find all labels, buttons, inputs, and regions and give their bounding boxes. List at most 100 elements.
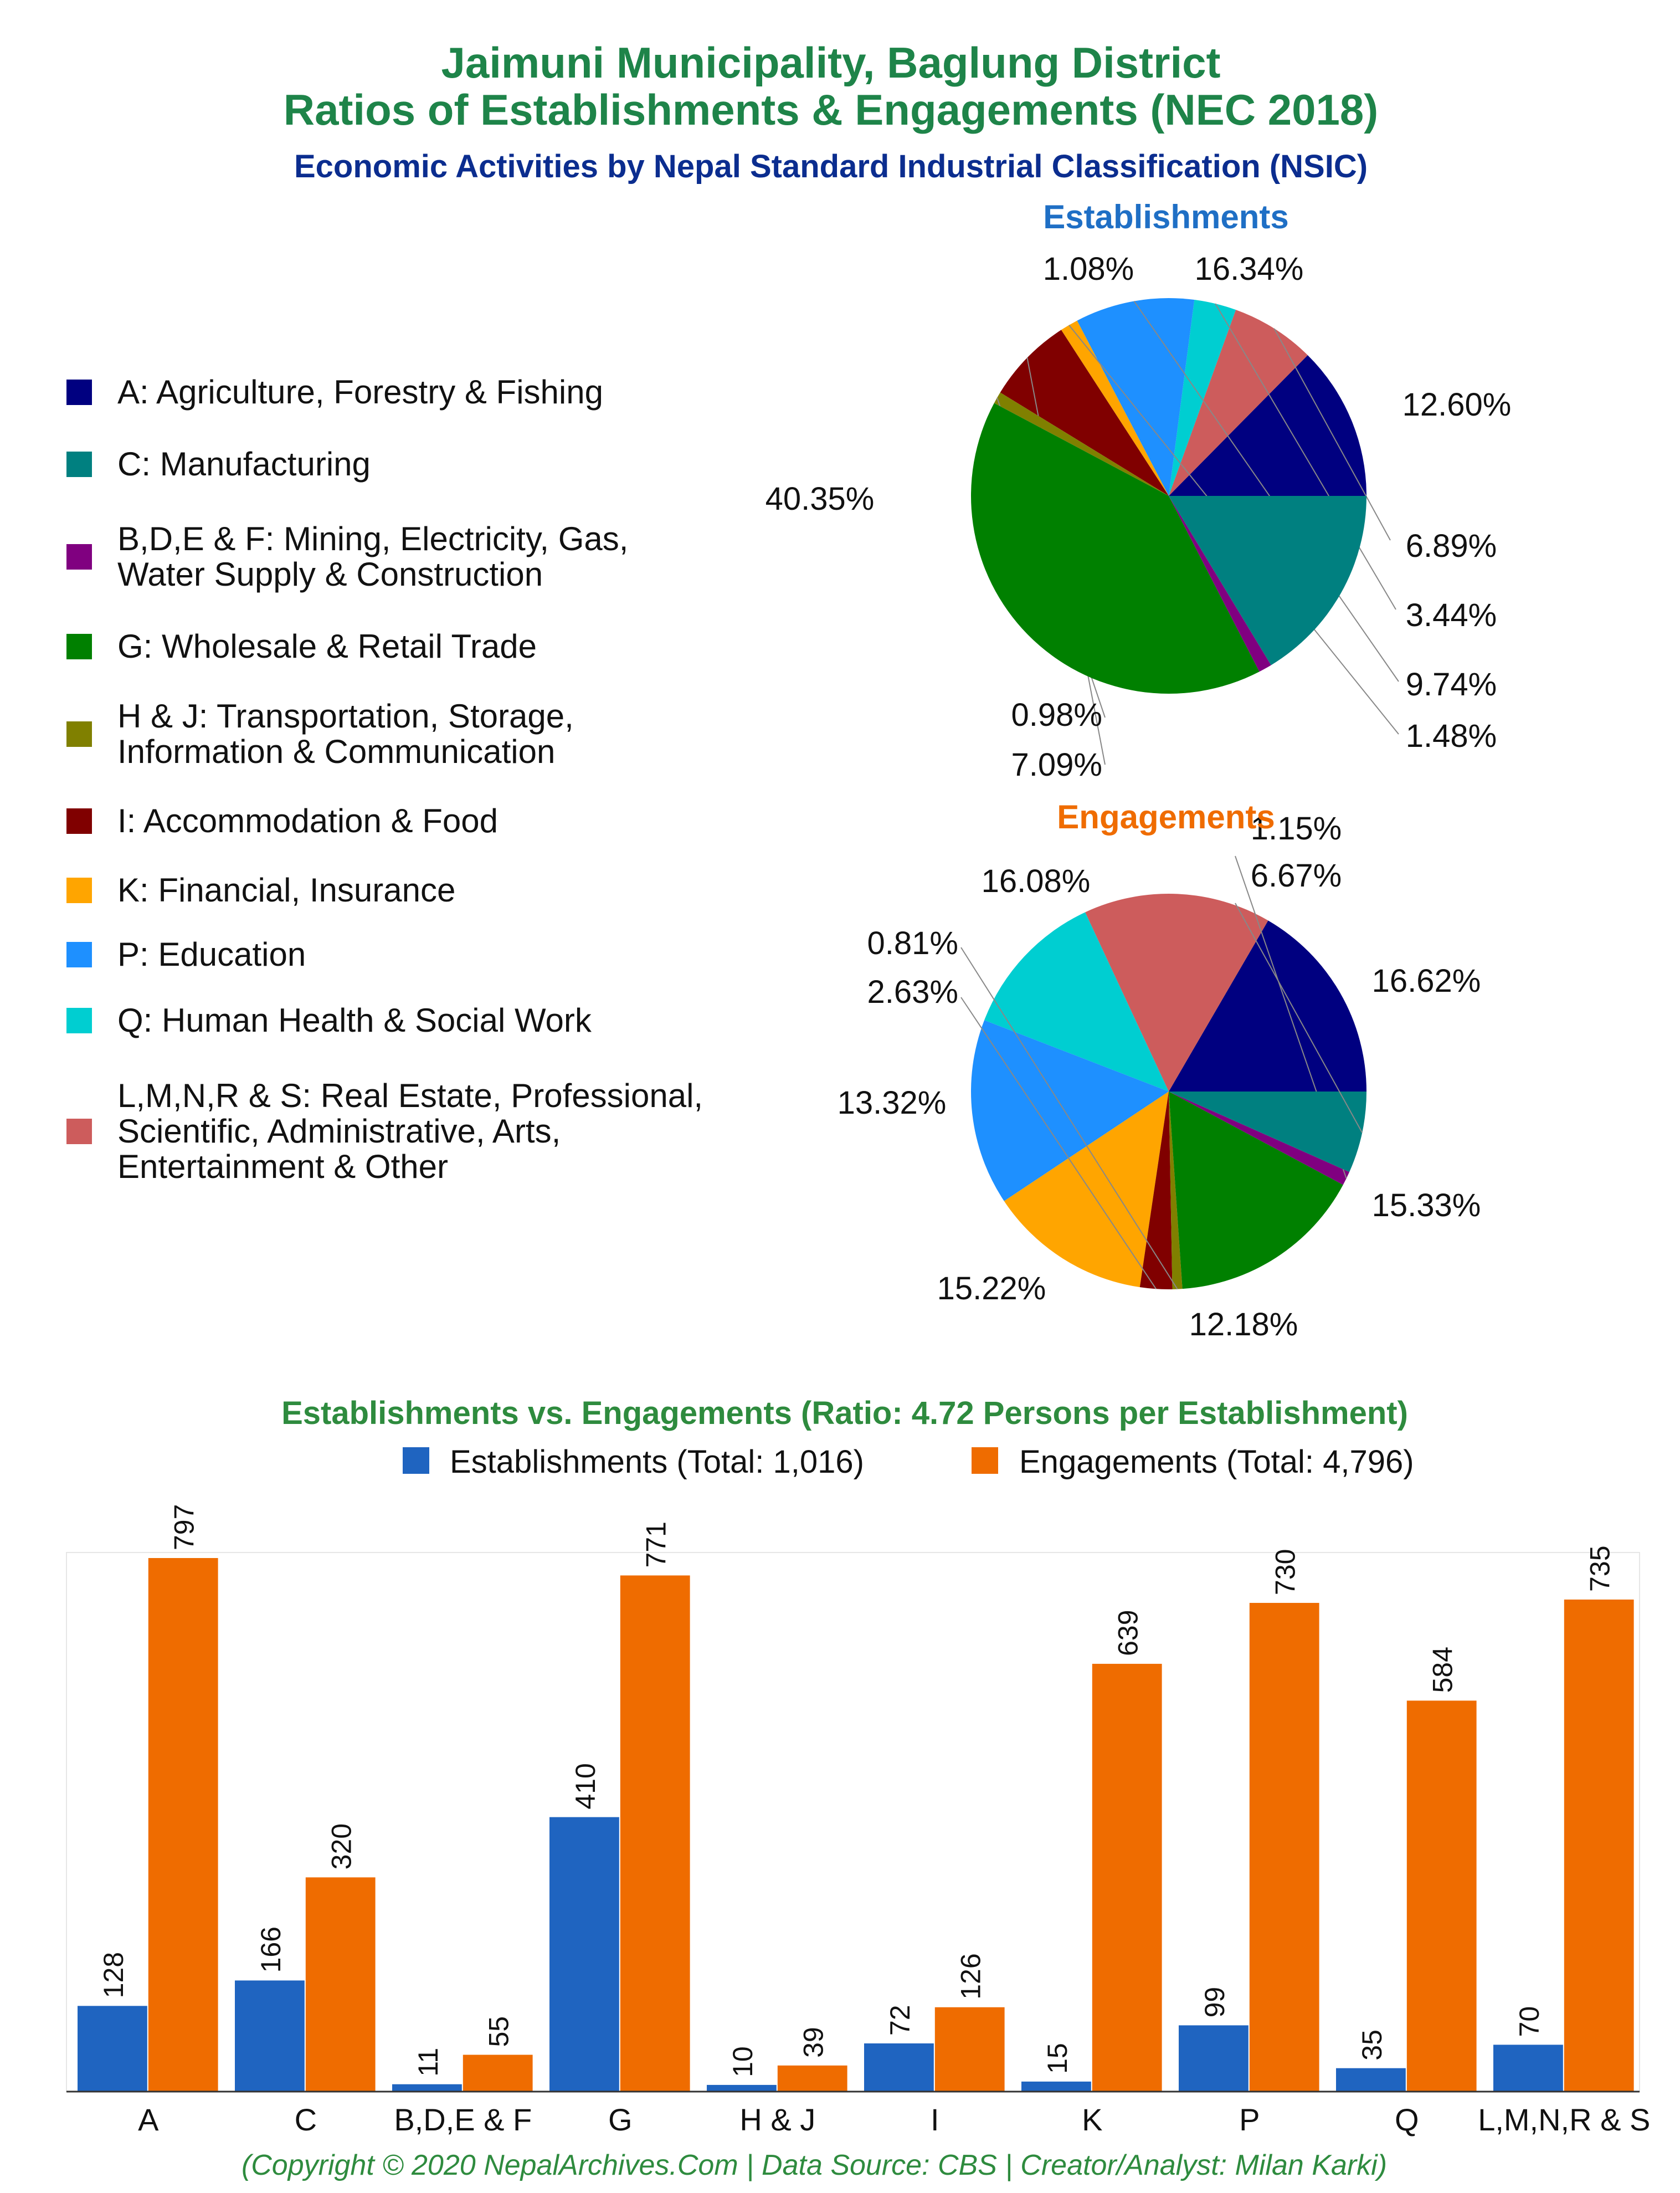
pie-slice	[1000, 330, 1169, 496]
pie-slice	[1169, 1092, 1350, 1185]
pie-slice	[1169, 310, 1308, 496]
pie-leader-line	[1215, 303, 1396, 610]
bar-engagements	[1564, 1599, 1634, 2092]
bar-value-label: 55	[484, 2016, 515, 2047]
bar-value-label: 70	[1514, 2006, 1545, 2037]
pie-slice-label: 15.22%	[937, 1270, 1046, 1306]
bar-value-label: 39	[798, 2027, 829, 2058]
pie-slice	[994, 392, 1169, 496]
establishments-pie: 12.60% 6.89% 3.44% 9.74% 1.48% 7.09% 0.98% 40.3…	[765, 251, 1512, 783]
chart-title-line1: Jaimuni Municipality, Baglung District	[441, 38, 1220, 87]
legend-swatch	[66, 1008, 92, 1033]
pie-slice	[984, 912, 1169, 1092]
legend-swatch	[66, 808, 92, 834]
bar-value-label: 584	[1427, 1647, 1458, 1693]
legend-swatch-engagements	[972, 1447, 998, 1474]
pie-slice-label: 9.74%	[1406, 667, 1497, 703]
pie-leader-line	[1235, 903, 1363, 1133]
chart-subtitle: Economic Activities by Nepal Standard In…	[294, 148, 1368, 185]
legend-label: B,D,E & F: Mining, Electricity, Gas,	[117, 520, 628, 557]
pie-slice	[1139, 1092, 1173, 1289]
legend-label-establishments: Establishments (Total: 1,016)	[450, 1444, 864, 1480]
pie-slice	[970, 403, 1260, 694]
pie-slice	[1169, 496, 1366, 665]
bar-value-label: 410	[570, 1763, 601, 1809]
bar-engagements	[305, 1877, 376, 2092]
legend-label: Entertainment & Other	[117, 1148, 448, 1185]
bar-establishments	[549, 1817, 619, 2092]
x-tick-label: B,D,E & F	[394, 2102, 532, 2137]
bar-establishments	[1336, 2068, 1406, 2092]
bar-value-label: 99	[1199, 1987, 1230, 2018]
bar-value-label: 166	[255, 1926, 286, 1972]
legend-label: L,M,N,R & S: Real Estate, Professional,	[117, 1077, 703, 1114]
x-tick-label: K	[1082, 2102, 1102, 2137]
bar-engagements	[463, 2054, 533, 2092]
bar-engagements	[620, 1575, 690, 2092]
bar-establishments	[1179, 2025, 1249, 2092]
x-tick-label: H & J	[739, 2102, 815, 2137]
pie-slice-label: 13.32%	[838, 1085, 947, 1121]
bar-value-label: 320	[326, 1823, 357, 1869]
bar-engagements	[1092, 1663, 1162, 2092]
bar-value-label: 126	[955, 1953, 987, 1999]
pie-slice-label: 0.81%	[867, 925, 958, 961]
bar-establishments	[1021, 2081, 1091, 2092]
bar-establishments	[1493, 2045, 1563, 2092]
pie-slice-label: 16.62%	[1372, 963, 1481, 999]
pie-slice-label: 3.44%	[1406, 597, 1497, 633]
bar-legend: Establishments (Total: 1,016) Engagement…	[403, 1444, 1414, 1480]
pie-leader-line	[1133, 300, 1399, 682]
x-tick-label: C	[295, 2102, 317, 2137]
pie-leader-line	[1273, 328, 1391, 541]
bar-value-label: 639	[1113, 1610, 1144, 1656]
bar-value-label: 72	[885, 2005, 916, 2036]
legend-swatch-establishments	[403, 1447, 429, 1474]
engagements-pie: 16.62% 15.33% 12.18% 15.22% 13.32% 2.63% 0.81%…	[838, 811, 1481, 1343]
bar-establishments	[864, 2043, 934, 2092]
x-tick-label: L,M,N,R & S	[1478, 2102, 1650, 2137]
bar-chart-title: Establishments vs. Engagements (Ratio: 4…	[281, 1395, 1408, 1431]
pie-slice	[1077, 298, 1195, 496]
bar-engagements	[777, 2065, 847, 2092]
pie-slice-label: 2.63%	[867, 974, 958, 1010]
bar-value-label: 15	[1042, 2043, 1073, 2074]
pie-slice-label: 1.08%	[1043, 251, 1134, 287]
legend-swatch	[66, 878, 92, 903]
pie-slice-label: 6.89%	[1406, 528, 1497, 564]
legend-swatch	[66, 452, 92, 477]
bar-value-label: 797	[169, 1504, 200, 1550]
category-legend: A: Agriculture, Forestry & Fishing C: Man…	[66, 373, 703, 1185]
pie-slice-label: 12.60%	[1402, 387, 1512, 423]
bar-establishments	[78, 2006, 147, 2092]
bar-value-label: 735	[1585, 1545, 1616, 1591]
pie-slice	[1169, 300, 1236, 496]
legend-swatch	[66, 544, 92, 570]
bar-engagements	[148, 1558, 218, 2092]
legend-swatch	[66, 634, 92, 659]
legend-label: P: Education	[117, 936, 306, 973]
pie-slice	[1169, 355, 1366, 496]
legend-swatch	[66, 380, 92, 405]
x-tick-label: Q	[1395, 2102, 1419, 2137]
legend-swatch	[66, 942, 92, 967]
pie-slice-label: 15.33%	[1372, 1187, 1481, 1223]
x-tick-label: A	[138, 2102, 159, 2137]
pie-slice	[1061, 320, 1169, 496]
pie-slice	[971, 1020, 1169, 1201]
legend-label: K: Financial, Insurance	[117, 872, 455, 909]
pie-slice-label: 16.34%	[1195, 251, 1304, 287]
pie-slice	[1169, 1092, 1343, 1289]
pie-slice-label: 7.09%	[1011, 747, 1102, 783]
bar-value-label: 10	[727, 2046, 758, 2077]
pie-slice-label: 6.67%	[1251, 858, 1342, 894]
pie-slice	[1169, 1092, 1366, 1172]
bar-engagements	[1249, 1602, 1319, 2092]
legend-label: Q: Human Health & Social Work	[117, 1002, 592, 1039]
bar-plot: 128 797 A 166 320 C 11 55 B,D,E & F 410 771 G 10 39 H …	[66, 1504, 1650, 2137]
bar-engagements	[1406, 1700, 1477, 2092]
bar-engagements	[934, 2007, 1005, 2092]
pie-slice-label: 40.35%	[765, 481, 875, 517]
pie-slice-label: 16.08%	[982, 863, 1091, 899]
